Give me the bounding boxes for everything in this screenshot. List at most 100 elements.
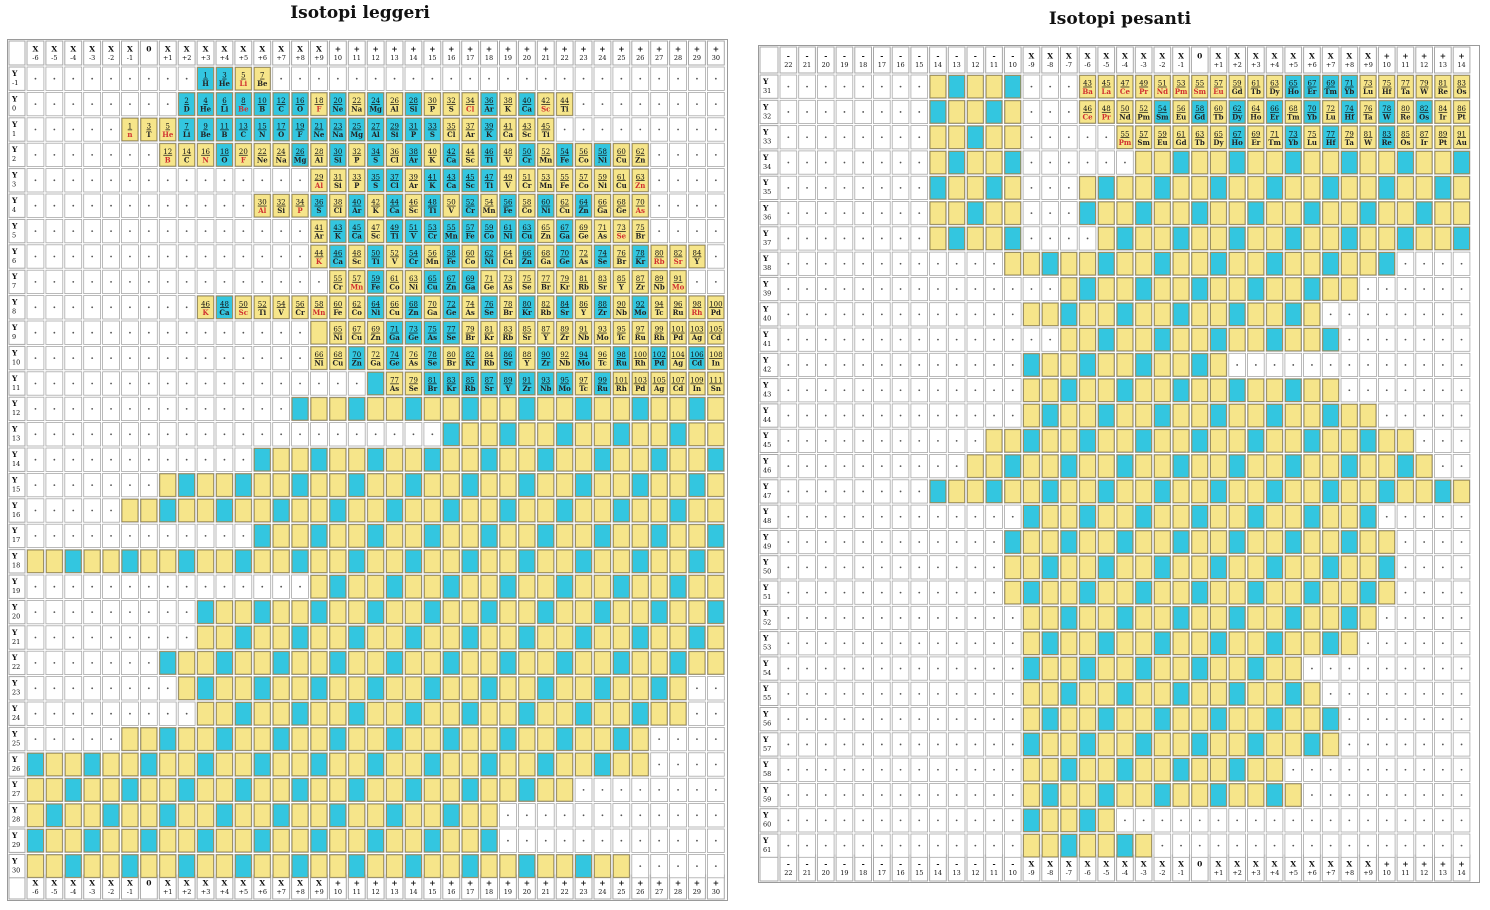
- empty-dot: [620, 103, 623, 105]
- isotope-band-cell: [650, 574, 669, 599]
- isotope-symbol: Co: [578, 181, 589, 190]
- column-footer-sign: +: [354, 879, 360, 888]
- column-footer-value: 16: [447, 888, 455, 896]
- isotope-band-cell: [1209, 757, 1228, 782]
- grid-cell: [83, 447, 101, 472]
- isotope-band-cell: [1134, 175, 1153, 200]
- grid-cell: [26, 295, 45, 320]
- row-header: Y40: [759, 302, 779, 327]
- isotope-mass: 77: [541, 275, 550, 283]
- isotope-band-cell: [1247, 707, 1265, 732]
- grid-cell: [891, 74, 910, 99]
- isotope-symbol: Pd: [711, 308, 721, 317]
- grid-cell: [707, 66, 725, 91]
- column-footer-value: +2: [1232, 869, 1242, 877]
- isotope-band-cell: [253, 701, 272, 726]
- grid-cell: [779, 327, 798, 352]
- empty-dot: [843, 465, 846, 468]
- empty-dot: [1067, 85, 1070, 88]
- isotope-band-cell: [480, 549, 498, 574]
- isotope-symbol: Rb: [503, 333, 514, 342]
- isotope-mass: 6: [222, 97, 227, 105]
- empty-dot: [1460, 414, 1463, 417]
- isotope-band-cell: [1153, 454, 1172, 479]
- grid-cell: [966, 631, 985, 656]
- column-footer-sign: +: [391, 879, 397, 888]
- isotope-band-cell: [1153, 226, 1172, 251]
- isotope-band-cell: [139, 549, 158, 574]
- isotope-band-cell: [26, 803, 45, 828]
- empty-dot: [1385, 414, 1388, 417]
- row-header: Y61: [759, 833, 779, 858]
- isotope-band-cell: [404, 396, 423, 422]
- grid-cell: [1134, 808, 1153, 833]
- empty-dot: [1441, 642, 1444, 645]
- grid-cell: [1434, 454, 1452, 479]
- isotope-band-cell: [1321, 226, 1340, 251]
- grid-cell: [650, 66, 669, 91]
- isotope-band-cell: [102, 777, 120, 803]
- empty-dot: [1236, 844, 1239, 847]
- isotope-symbol: Ge: [484, 282, 495, 291]
- isotope-band-cell: [1228, 175, 1246, 200]
- isotope-band-cell: [1452, 175, 1471, 200]
- isotope-symbol: Co: [352, 308, 363, 317]
- grid-cell: [798, 428, 816, 453]
- isotope-band-cell: [1078, 732, 1097, 757]
- isotope-band-cell: [1041, 403, 1059, 428]
- isotope-symbol: Ho: [1232, 138, 1244, 147]
- empty-dot: [862, 161, 865, 164]
- isotope-band-cell: [1396, 454, 1415, 479]
- isotope-mass: 52: [466, 199, 475, 207]
- isotope-symbol: Zn: [371, 333, 381, 342]
- isotope-mass: 17: [277, 123, 286, 131]
- isotope-mass: 8: [241, 97, 245, 105]
- isotope-mass: 25: [352, 123, 361, 131]
- column-header: X+7: [272, 40, 291, 66]
- empty-dot: [53, 738, 56, 740]
- isotope-band-cell: [1209, 681, 1228, 706]
- isotope-cell: 7Be: [253, 66, 272, 91]
- isotope-band-cell: [1228, 327, 1246, 352]
- isotope-band-cell: [1303, 454, 1321, 479]
- empty-dot: [147, 535, 150, 537]
- empty-dot: [1049, 111, 1052, 113]
- grid-cell: [707, 218, 725, 244]
- isotope-band-cell: [1209, 555, 1228, 580]
- grid-cell: [121, 345, 139, 371]
- empty-dot: [204, 204, 207, 207]
- empty-dot: [843, 85, 846, 88]
- row-header: Y53: [759, 631, 779, 656]
- isotope-symbol: Ho: [1288, 87, 1300, 96]
- isotope-band-cell: [555, 650, 574, 676]
- grid-cell: [177, 66, 196, 91]
- column-footer-sign: X: [1066, 860, 1072, 869]
- isotope-band-cell: [1303, 201, 1321, 226]
- isotope-mass: 87: [1420, 130, 1429, 138]
- isotope-band-cell: [121, 549, 139, 574]
- row-header-letter: Y: [11, 171, 18, 180]
- row-header: Y22: [8, 650, 26, 676]
- grid-cell: [631, 854, 650, 879]
- isotope-mass: 102: [652, 351, 665, 359]
- column-footer: X+1: [158, 874, 177, 900]
- empty-dot: [937, 667, 939, 670]
- grid-cell: [910, 378, 928, 403]
- isotope-band-cell: [1209, 783, 1228, 808]
- empty-dot: [918, 414, 921, 417]
- grid-cell: [177, 218, 196, 244]
- row-header-value: 56: [763, 720, 771, 728]
- isotope-band-cell: [1078, 833, 1097, 858]
- isotope-symbol: Fe: [503, 206, 513, 215]
- grid-cell: [442, 66, 461, 91]
- grid-cell: [1247, 808, 1265, 833]
